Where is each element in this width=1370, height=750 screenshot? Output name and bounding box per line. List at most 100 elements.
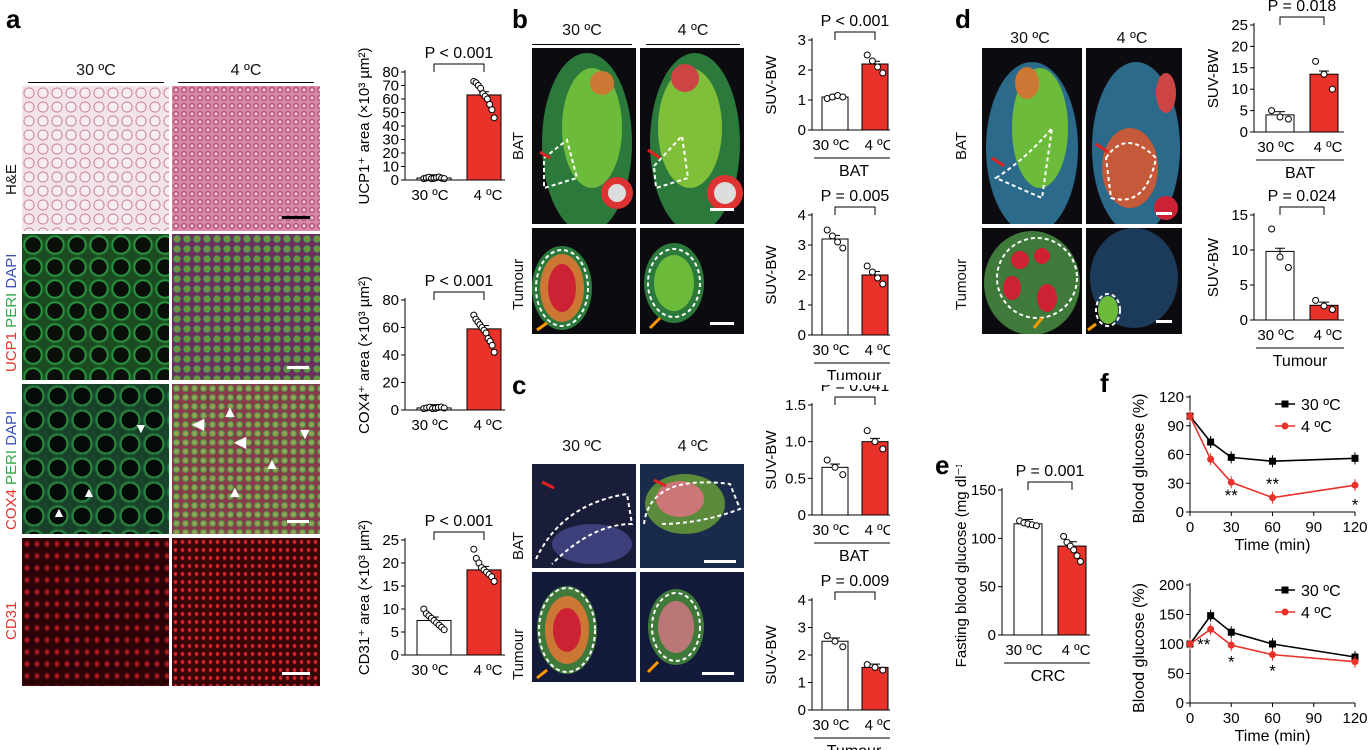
data-point (839, 471, 847, 479)
x-tick-label: 30 ºC (812, 342, 849, 359)
x-tick-label: 0 (1186, 710, 1194, 727)
significance-marker: ** (1266, 474, 1280, 493)
y-tick-label: 30 (382, 132, 399, 149)
col-header-30c: 30 ºC (562, 22, 602, 39)
y-tick-label: 60 (1167, 447, 1184, 464)
y-tick-label: 100 (971, 530, 996, 547)
row-label-bat: BAT (510, 531, 527, 560)
data-point (1073, 552, 1081, 560)
chart-b-bat: 0 1 2 3 SUV-BW 30 ºC 4 ºC P < 0.001 BAT (763, 13, 890, 180)
y-tick-label: 90 (1167, 418, 1184, 435)
data-point (1032, 522, 1040, 530)
y-tick-label: 50 (382, 105, 399, 122)
pet-image-d-tumour-4c (1086, 228, 1182, 334)
significance-bracket (1279, 206, 1325, 215)
y-tick-label: 5 (1240, 103, 1248, 120)
group-label: Tumour (827, 743, 882, 750)
y-tick-label: 15 (1231, 60, 1248, 77)
pet-image-c-bat-4c (640, 464, 744, 568)
chart-a-cd31: 0 5 10 15 20 25 CD31⁺ area (×10³ µm²) 30 ºC 4 ºC… (356, 513, 505, 679)
y-axis-label: Blood glucose (%) (1131, 394, 1148, 524)
data-point (874, 274, 882, 282)
x-tick-label: 30 ºC (812, 717, 849, 734)
x-tick-label: 4 ºC (865, 137, 890, 154)
data-point (868, 57, 876, 65)
x-tick-label: 30 ºC (1257, 327, 1294, 344)
y-tick-label: 25 (382, 532, 399, 549)
data-point (1312, 57, 1320, 65)
p-value-label: P < 0.001 (425, 273, 494, 290)
chart-f-glucose-top: 0 30 60 90 120 0 30 60 90 120 Time (min) Blood gluc… (1131, 389, 1368, 554)
row-label-he: H&E (3, 164, 20, 195)
data-point (874, 63, 882, 71)
bar (1013, 523, 1043, 636)
y-tick-label: 1.5 (785, 397, 806, 414)
significance-bracket (433, 531, 485, 540)
x-tick-label: 4 ºC (1314, 139, 1343, 156)
y-tick-label: 3 (798, 620, 806, 637)
significance-bracket (433, 63, 485, 72)
x-tick-label: 30 ºC (1257, 139, 1294, 156)
data-point (1312, 296, 1320, 304)
col-header-30c: 30 ºC (562, 438, 602, 455)
y-tick-label: 2 (798, 647, 806, 664)
chart-f-glucose-bottom: 0 50 100 150 200 0 30 60 90 120 Time (min) Blood gl… (1131, 577, 1368, 745)
data-point (1276, 113, 1284, 121)
row-label-cd31: CD31 (3, 601, 20, 640)
y-axis-label: COX4⁺ area (×10³ µm²) (356, 276, 373, 434)
col-header-4c: 4 ºC (677, 438, 709, 455)
data-point (879, 280, 887, 288)
y-tick-label: 1 (798, 92, 806, 109)
legend-label: 30 ºC (1301, 397, 1341, 414)
data-point (839, 244, 847, 252)
chart-d-bat: 0 5 10 15 20 25 SUV-BW 30 ºC 4 ºC P = 0.018 BAT (1205, 0, 1344, 182)
y-tick-label: 0 (391, 647, 399, 664)
legend-label: 4 ºC (1301, 605, 1332, 622)
data-point (834, 238, 842, 246)
pet-image-c-tumour-4c (640, 572, 744, 682)
y-tick-label: 20 (382, 145, 399, 162)
data-point (1076, 558, 1084, 566)
col-header-4c: 4 ºC (230, 62, 262, 79)
y-tick-label: 15 (382, 578, 399, 595)
chart-b-tumour: 0 1 2 3 4 SUV-BW 30 ºC 4 ºC P = 0.005 Tumour (763, 188, 890, 380)
legend-label: 4 ºC (1301, 419, 1332, 436)
y-axis-label: SUV-BW (763, 625, 780, 685)
data-point (868, 268, 876, 276)
data-point (863, 262, 871, 270)
arrowhead-icon: ▲ (82, 484, 96, 500)
y-tick-label: 4 (798, 592, 806, 609)
group-label: BAT (839, 163, 869, 180)
significance-bracket (1027, 481, 1073, 490)
scale-bar (287, 366, 309, 369)
y-tick-label: 20 (382, 555, 399, 572)
y-tick-label: 0 (1240, 312, 1248, 329)
y-tick-label: 10 (1231, 242, 1248, 259)
y-tick-label: 0 (391, 402, 399, 419)
data-point (863, 427, 871, 435)
y-tick-label: 3 (798, 32, 806, 49)
x-tick-label: 4 ºC (474, 417, 503, 434)
y-tick-label: 15 (1231, 207, 1248, 224)
y-tick-label: 0 (798, 702, 806, 719)
row-label-tumour: Tumour (953, 258, 970, 310)
data-point (490, 348, 498, 356)
y-tick-label: 80 (382, 64, 399, 81)
row-label-tumour: Tumour (510, 258, 527, 310)
p-value-label: P = 0.024 (1268, 188, 1337, 205)
data-point (1320, 302, 1328, 310)
significance-bracket (834, 206, 876, 215)
bar (821, 640, 849, 711)
bar (1265, 250, 1295, 321)
y-axis-label: SUV-BW (763, 55, 780, 115)
bar (861, 666, 889, 711)
legend-marker (1281, 586, 1289, 594)
p-value-label: P = 0.001 (1016, 465, 1085, 480)
y-tick-label: 1 (798, 675, 806, 692)
pet-image-c-tumour-30c (532, 572, 636, 682)
y-tick-label: 0 (988, 627, 996, 644)
x-tick-label: 30 ºC (411, 417, 448, 434)
micrograph-cd31-4c (172, 538, 320, 686)
